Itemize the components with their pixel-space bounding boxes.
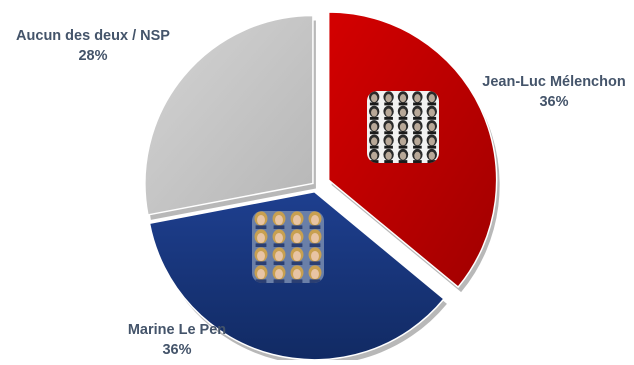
slice-label-aucun-nsp: Aucun des deux / NSP 28%	[0, 26, 186, 66]
slice-name-melenchon: Jean-Luc Mélenchon	[482, 74, 626, 90]
slice-value-melenchon: 36%	[539, 94, 569, 110]
slice-label-le-pen: Marine Le Pen 36%	[92, 320, 262, 360]
slice-name-aucun-nsp: Aucun des deux / NSP	[16, 28, 170, 44]
slice-value-le-pen: 36%	[162, 342, 192, 358]
slice-label-melenchon: Jean-Luc Mélenchon 36%	[474, 72, 634, 112]
slice-value-aucun-nsp: 28%	[78, 48, 108, 64]
pie-slice-aucun-nsp	[144, 14, 314, 216]
melenchon-portrait-icon	[367, 91, 439, 163]
le-pen-portrait-icon	[252, 211, 324, 283]
slice-name-le-pen: Marine Le Pen	[127, 322, 227, 338]
